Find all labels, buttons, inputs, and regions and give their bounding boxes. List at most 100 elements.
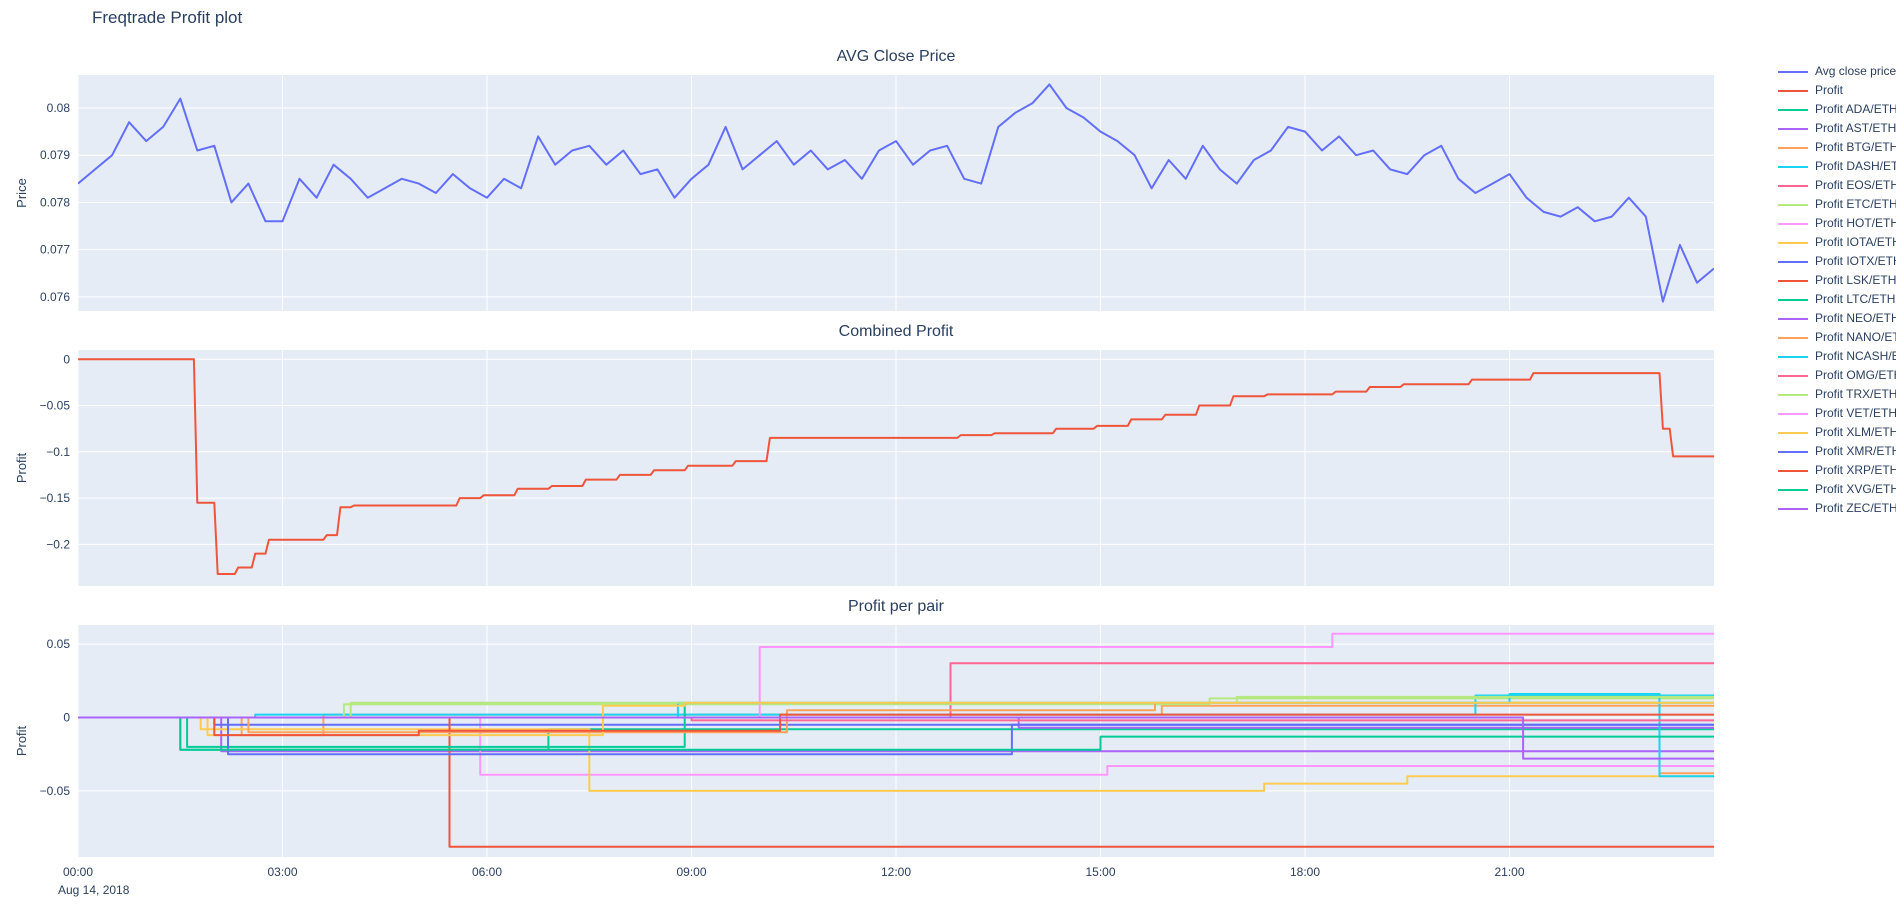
- series-profit[interactable]: [78, 358, 1714, 575]
- legend-item-label: Profit BTG/ETH: [1815, 140, 1896, 154]
- legend-color-swatch: [1778, 469, 1808, 472]
- y-tick-label: 0.076: [40, 290, 70, 304]
- legend-item-profit-xlm-eth[interactable]: Profit XLM/ETH: [1778, 425, 1896, 440]
- legend-item-profit-btg-eth[interactable]: Profit BTG/ETH: [1778, 140, 1896, 155]
- legend-item-profit-eos-eth[interactable]: Profit EOS/ETH: [1778, 178, 1896, 193]
- legend-item-profit-ncash-eth[interactable]: Profit NCASH/ETH: [1778, 349, 1896, 364]
- series-profit-ncash-eth[interactable]: [78, 693, 1714, 778]
- y-tick-label: −0.1: [46, 445, 70, 459]
- legend-item-label: Profit IOTX/ETH: [1815, 254, 1896, 268]
- legend-color-swatch: [1778, 222, 1808, 225]
- legend-item-profit-ltc-eth[interactable]: Profit LTC/ETH: [1778, 292, 1896, 307]
- legend-color-swatch: [1778, 412, 1808, 415]
- subplot-title: AVG Close Price: [837, 48, 956, 65]
- legend-color-swatch: [1778, 374, 1808, 377]
- legend-color-swatch: [1778, 336, 1808, 339]
- legend-item-label: Profit NANO/ETH: [1815, 330, 1896, 344]
- legend-item-label: Profit OMG/ETH: [1815, 368, 1896, 382]
- legend-item-label: Profit VET/ETH: [1815, 406, 1896, 420]
- legend-color-swatch: [1778, 431, 1808, 434]
- legend-color-swatch: [1778, 298, 1808, 301]
- legend-color-swatch: [1778, 317, 1808, 320]
- y-axis-title: Profit: [14, 725, 29, 756]
- legend-item-profit-dash-eth[interactable]: Profit DASH/ETH: [1778, 159, 1896, 174]
- legend-color-swatch: [1778, 450, 1808, 453]
- legend-item-profit-trx-eth[interactable]: Profit TRX/ETH: [1778, 387, 1896, 402]
- legend-item-label: Profit IOTA/ETH: [1815, 235, 1896, 249]
- legend-item-label: Profit ADA/ETH: [1815, 102, 1896, 116]
- y-tick-label: 0: [63, 711, 70, 725]
- legend-item-profit-zec-eth[interactable]: Profit ZEC/ETH: [1778, 501, 1896, 516]
- legend-color-swatch: [1778, 355, 1808, 358]
- x-tick-label: 12:00: [881, 865, 911, 879]
- legend-item-label: Profit AST/ETH: [1815, 121, 1896, 135]
- legend-item-profit-etc-eth[interactable]: Profit ETC/ETH: [1778, 197, 1896, 212]
- legend-color-swatch: [1778, 488, 1808, 491]
- legend-item-label: Profit XMR/ETH: [1815, 444, 1896, 458]
- legend-item-label: Profit EOS/ETH: [1815, 178, 1896, 192]
- legend-item-label: Profit XRP/ETH: [1815, 463, 1896, 477]
- legend-item-label: Profit DASH/ETH: [1815, 159, 1896, 173]
- legend-color-swatch: [1778, 108, 1808, 111]
- figure-title: Freqtrade Profit plot: [92, 8, 243, 27]
- y-axis-title: Price: [14, 178, 29, 208]
- legend-color-swatch: [1778, 89, 1808, 92]
- legend-color-swatch: [1778, 70, 1808, 73]
- subplot-title: Combined Profit: [839, 323, 954, 340]
- legend-color-swatch: [1778, 146, 1808, 149]
- legend-item-avg-close-price[interactable]: Avg close price: [1778, 64, 1896, 79]
- legend-item-profit-xmr-eth[interactable]: Profit XMR/ETH: [1778, 444, 1896, 459]
- legend-item-label: Profit TRX/ETH: [1815, 387, 1896, 401]
- legend-item-label: Profit LSK/ETH: [1815, 273, 1896, 287]
- legend-color-swatch: [1778, 507, 1808, 510]
- x-tick-label: 03:00: [267, 865, 297, 879]
- y-tick-label: −0.15: [40, 491, 71, 505]
- legend-color-swatch: [1778, 165, 1808, 168]
- y-tick-label: 0.077: [40, 243, 70, 257]
- series-avg-close-price[interactable]: [78, 83, 1714, 303]
- legend-item-profit-xvg-eth[interactable]: Profit XVG/ETH: [1778, 482, 1896, 497]
- legend-item-profit-vet-eth[interactable]: Profit VET/ETH: [1778, 406, 1896, 421]
- legend-item-label: Profit XVG/ETH: [1815, 482, 1896, 496]
- y-tick-label: 0.08: [47, 101, 71, 115]
- y-axis-title: Profit: [14, 452, 29, 483]
- x-tick-label: 18:00: [1290, 865, 1320, 879]
- y-tick-label: −0.05: [40, 784, 71, 798]
- legend-item-label: Profit LTC/ETH: [1815, 292, 1896, 306]
- y-tick-label: −0.05: [40, 399, 71, 413]
- x-tick-label: 09:00: [676, 865, 706, 879]
- x-axis-date-label: Aug 14, 2018: [58, 883, 130, 897]
- y-tick-label: 0.078: [40, 195, 70, 209]
- legend-color-swatch: [1778, 241, 1808, 244]
- legend-color-swatch: [1778, 279, 1808, 282]
- legend-item-profit-ast-eth[interactable]: Profit AST/ETH: [1778, 121, 1896, 136]
- legend-item-profit-lsk-eth[interactable]: Profit LSK/ETH: [1778, 273, 1896, 288]
- legend-item-label: Profit HOT/ETH: [1815, 216, 1896, 230]
- series-profit-iota-eth[interactable]: [78, 716, 1714, 792]
- legend-item-label: Profit NCASH/ETH: [1815, 349, 1896, 363]
- legend-item-profit-neo-eth[interactable]: Profit NEO/ETH: [1778, 311, 1896, 326]
- series-profit-xlm-eth[interactable]: [78, 701, 1714, 737]
- legend-item-profit-nano-eth[interactable]: Profit NANO/ETH: [1778, 330, 1896, 345]
- legend-item-profit-iotx-eth[interactable]: Profit IOTX/ETH: [1778, 254, 1896, 269]
- x-tick-label: 06:00: [472, 865, 502, 879]
- legend-color-swatch: [1778, 260, 1808, 263]
- legend-item-profit-iota-eth[interactable]: Profit IOTA/ETH: [1778, 235, 1896, 250]
- legend-item-profit[interactable]: Profit: [1778, 83, 1896, 98]
- legend-color-swatch: [1778, 184, 1808, 187]
- legend-item-label: Profit NEO/ETH: [1815, 311, 1896, 325]
- legend-color-swatch: [1778, 127, 1808, 130]
- y-tick-label: 0.079: [40, 148, 70, 162]
- x-tick-label: 15:00: [1085, 865, 1115, 879]
- legend-item-profit-xrp-eth[interactable]: Profit XRP/ETH: [1778, 463, 1896, 478]
- series-profit-zec-eth[interactable]: [78, 716, 1714, 760]
- legend-item-profit-omg-eth[interactable]: Profit OMG/ETH: [1778, 368, 1896, 383]
- legend-item-profit-ada-eth[interactable]: Profit ADA/ETH: [1778, 102, 1896, 117]
- legend: Avg close price Profit Profit ADA/ETH Profi…: [1778, 64, 1896, 516]
- legend-item-label: Profit ETC/ETH: [1815, 197, 1896, 211]
- legend-item-label: Profit: [1815, 83, 1844, 97]
- x-tick-label: 21:00: [1494, 865, 1524, 879]
- legend-color-swatch: [1778, 203, 1808, 206]
- legend-item-profit-hot-eth[interactable]: Profit HOT/ETH: [1778, 216, 1896, 231]
